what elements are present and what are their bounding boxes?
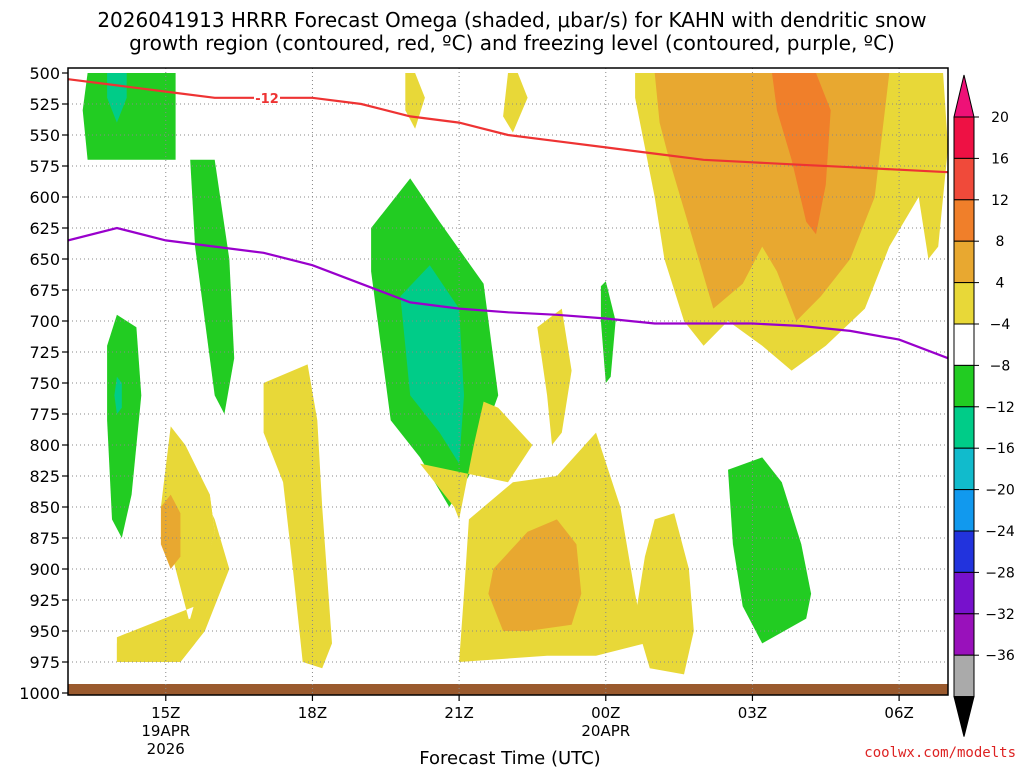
colorbar-label: 12 — [991, 193, 1009, 209]
plot-frame — [67, 67, 949, 696]
x-tick-label: 15Z — [151, 704, 180, 722]
omega-region-12 — [420, 401, 533, 520]
colorbar-label: −8 — [990, 358, 1011, 374]
omega-region-20 — [728, 457, 812, 644]
freezing-level-line — [68, 226, 948, 360]
omega-region-18 — [503, 73, 528, 133]
y-tick-label: 700 — [29, 312, 60, 331]
colorbar-label: −4 — [990, 317, 1011, 333]
omega-region-8 — [160, 494, 181, 569]
colorbar-bin-3 — [953, 240, 975, 284]
colorbar-label: −28 — [985, 565, 1015, 581]
x-tick-label: 18Z — [298, 704, 327, 722]
colorbar-bin-5 — [953, 323, 975, 366]
chart-title-line2: growth region (contoured, red, ºC) and f… — [129, 31, 895, 55]
colorbar-bin-4 — [953, 282, 975, 325]
colorbar-label: −20 — [985, 483, 1015, 499]
colorbar-bin-11 — [953, 571, 975, 615]
omega-region-23 — [772, 73, 831, 235]
y-tick-label: 900 — [29, 560, 60, 579]
colorbar: 20 16 12 8 4 −4 −8 −12 −16 −20 −24 −28 −32 −36 — [953, 74, 1015, 737]
y-tick-label: 625 — [29, 219, 60, 238]
y-tick-label: 875 — [29, 529, 60, 548]
y-tick-label: 725 — [29, 343, 60, 362]
y-tick-label: 925 — [29, 591, 60, 610]
y-tick-label: 975 — [29, 653, 60, 672]
y-tick-label: 1000 — [19, 684, 60, 703]
x-axis-label: Forecast Time (UTC) — [419, 748, 600, 768]
colorbar-bin-13 — [953, 654, 975, 698]
colorbar-label: −24 — [985, 524, 1015, 540]
y-tick-label: 550 — [29, 126, 60, 145]
colorbar-bin-6 — [953, 364, 975, 408]
omega-shading — [68, 73, 948, 693]
dgz-contour-line — [68, 78, 948, 174]
colorbar-label: −16 — [985, 441, 1015, 457]
y-tick-label: 800 — [29, 436, 60, 455]
colorbar-bin-10 — [953, 530, 975, 573]
colorbar-label: 8 — [996, 234, 1005, 250]
y-tick-label: 950 — [29, 622, 60, 641]
x-tick-label: 00Z — [591, 704, 620, 722]
colorbar-label: −12 — [985, 400, 1015, 416]
x-tick-label: 21Z — [444, 704, 473, 722]
colorbar-bin-0 — [953, 116, 975, 159]
chart-title-line1: 2026041913 HRRR Forecast Omega (shaded, … — [97, 8, 926, 32]
colorbar-top-arrow — [953, 74, 975, 118]
y-tick-label: 600 — [29, 188, 60, 207]
x-tick-year: 2026 — [147, 740, 185, 758]
colorbar-label: −32 — [985, 607, 1015, 623]
x-tick-date: 20APR — [581, 722, 630, 740]
omega-region-19 — [405, 73, 425, 129]
colorbar-bin-8 — [953, 447, 975, 491]
colorbar-label: 4 — [996, 276, 1005, 292]
y-tick-label: 825 — [29, 467, 60, 486]
dgz-contour-label: -12 — [255, 92, 279, 107]
omega-region-1 — [82, 73, 176, 160]
colorbar-label: 20 — [991, 110, 1009, 126]
omega-region-7 — [116, 426, 215, 662]
y-tick-label: 750 — [29, 374, 60, 393]
contours: -12 — [68, 78, 948, 360]
colorbar-label: 16 — [991, 151, 1009, 167]
dgz-contour-label-bg — [254, 89, 280, 104]
colorbar-bin-9 — [953, 489, 975, 532]
x-tick-date: 19APR — [141, 722, 190, 740]
x-tick-label: 06Z — [884, 704, 913, 722]
terrain-band — [68, 684, 948, 695]
omega-region-5 — [114, 376, 122, 414]
credit-text: coolwx.com/modelts — [864, 745, 1016, 761]
omega-region-14 — [488, 519, 582, 631]
y-tick-label: 775 — [29, 405, 60, 424]
omega-region-9 — [263, 364, 332, 669]
y-tick-label: 850 — [29, 498, 60, 517]
colorbar-bin-2 — [953, 199, 975, 242]
colorbar-bottom-arrow — [953, 696, 975, 737]
omega-region-3 — [190, 159, 235, 414]
y-tick-label: 675 — [29, 281, 60, 300]
x-tick-label: 03Z — [738, 704, 767, 722]
omega-region-17 — [635, 513, 694, 675]
y-tick-label: 500 — [29, 64, 60, 83]
colorbar-label: −36 — [985, 648, 1015, 664]
y-tick-label: 575 — [29, 157, 60, 176]
y-axis: 500 525 550 575 600 625 650 675 700 725 750 775 800 8… — [19, 64, 68, 703]
y-tick-label: 525 — [29, 95, 60, 114]
omega-region-16 — [600, 281, 616, 383]
colorbar-bin-1 — [953, 157, 975, 201]
omega-region-4 — [107, 314, 142, 538]
omega-region-15 — [537, 308, 572, 445]
y-tick-label: 650 — [29, 250, 60, 269]
colorbar-bin-7 — [953, 406, 975, 449]
colorbar-bin-12 — [953, 613, 975, 656]
